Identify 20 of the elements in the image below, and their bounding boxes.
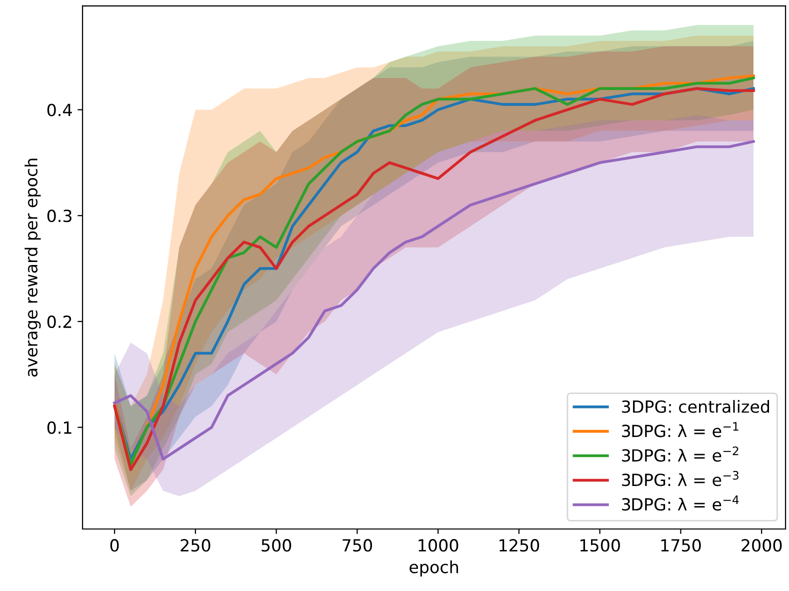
y-axis-title: average reward per epoch (24, 158, 41, 377)
x-tick-label: 750 (342, 539, 372, 552)
x-tick-label: 0 (110, 539, 119, 552)
y-tick-label: 0.2 (47, 315, 72, 328)
x-axis-title: epoch (410, 560, 458, 577)
x-tick-label: 1750 (661, 539, 701, 552)
x-tick-label: 1000 (418, 539, 458, 552)
x-tick-label: 1500 (580, 539, 620, 552)
x-tick-label: 250 (180, 539, 210, 552)
legend-label: 3DPG: λ = e$^{−4}$ (622, 496, 739, 511)
x-tick-label: 500 (262, 539, 292, 552)
legend-label: 3DPG: λ = e$^{−2}$ (622, 446, 738, 462)
y-tick-label: 0.1 (47, 421, 72, 434)
y-tick-label: 0.4 (47, 104, 72, 116)
legend-label: 3DPG: centralized (622, 400, 770, 413)
x-tick-label: 1250 (500, 539, 540, 552)
x-tick-label: 2000 (742, 539, 782, 552)
y-tick-label: 0.3 (47, 210, 72, 222)
legend-label: 3DPG: λ = e$^{−1}$ (622, 422, 738, 438)
legend-label: 3DPG: λ = e$^{−3}$ (622, 470, 738, 486)
